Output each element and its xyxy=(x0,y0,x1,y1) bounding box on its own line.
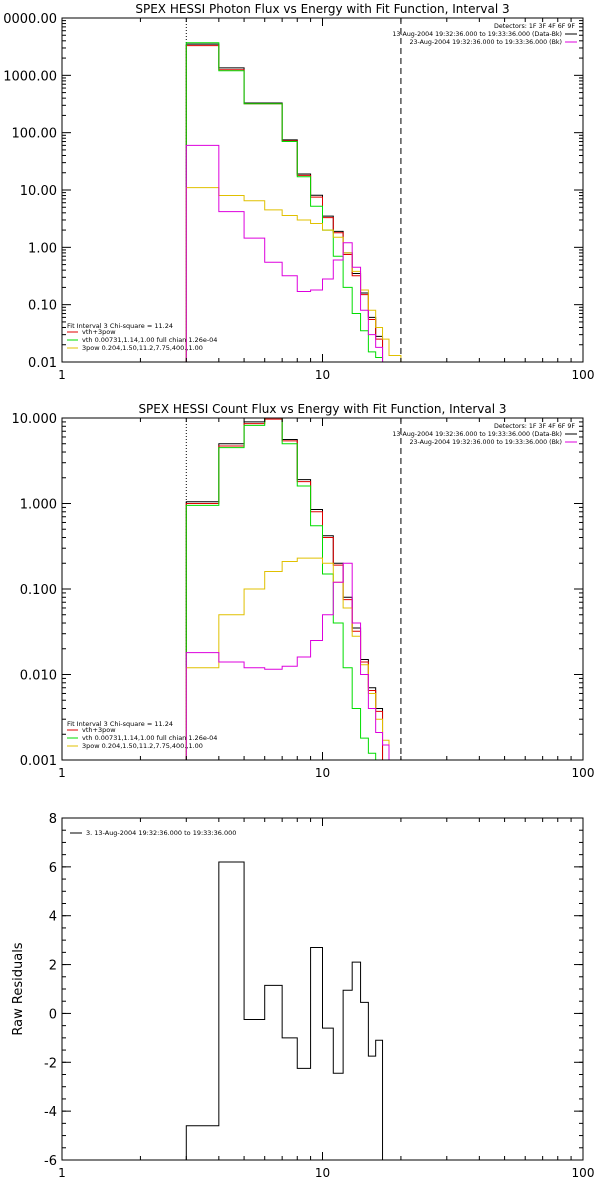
y-tick-label: 0.001 xyxy=(20,754,57,769)
series-3-line xyxy=(185,42,389,362)
x-tick-label: 1 xyxy=(58,1166,66,1180)
y-axis: 0.001 0.010 0.100 1.000 10.000 xyxy=(12,412,583,769)
legend-entry: 3. 13-Aug-2004 19:32:36.000 to 19:33:36.… xyxy=(86,829,236,837)
y-tick-label: 8 xyxy=(49,812,57,827)
legend-entry: vth+3pow xyxy=(82,328,116,336)
plot-area xyxy=(185,18,402,362)
x-tick-label: 100 xyxy=(572,766,595,780)
x-axis: 1 10 100 xyxy=(58,18,594,382)
plot-frame xyxy=(61,417,584,761)
chart-title: SPEX HESSI Photon Flux vs Energy with Fi… xyxy=(135,2,509,16)
y-tick-label: -2 xyxy=(44,1056,57,1071)
series-3-line xyxy=(185,418,377,760)
y-tick-label: -6 xyxy=(44,1154,57,1169)
legend-entry: 3pow 0.204,1.50,11.2,7.75,400.,1.00 xyxy=(82,742,203,750)
x-tick-label: 1 xyxy=(58,368,66,382)
chart-3: 1 10 100 -6 -4 -2 0 2 4 6 8 Raw Residuals 3. 13-Aug-… xyxy=(11,812,594,1180)
y-tick-label: 4 xyxy=(49,910,57,925)
series-5-line xyxy=(185,562,390,760)
chart-1: SPEX HESSI Photon Flux vs Energy with Fi… xyxy=(3,2,594,382)
x-axis: 1 10 100 xyxy=(58,418,594,780)
x-axis: 1 10 100 xyxy=(58,818,594,1180)
y-tick-label: 10.00 xyxy=(20,184,57,199)
y-axis-label: Raw Residuals xyxy=(11,942,26,1035)
x-tick-label: 100 xyxy=(572,1166,595,1180)
legend-entry: vth 0.00731,1.14,1.00 full chian 1.26e-0… xyxy=(82,734,217,742)
y-tick-label: 0.01 xyxy=(28,356,57,371)
legend-entry: vth 0.00731,1.14,1.00 full chian 1.26e-0… xyxy=(82,336,217,344)
y-tick-label: 6 xyxy=(49,861,57,876)
annotation-line: 23-Aug-2004 19:32:36.000 to 19:33:36.000… xyxy=(409,439,562,446)
y-tick-label: 0.100 xyxy=(20,583,57,598)
chart-title: SPEX HESSI Count Flux vs Energy with Fit… xyxy=(138,402,506,416)
y-tick-label: 10.000 xyxy=(12,412,58,427)
legend-title: Fit Interval 3 Chi-square = 11.24 xyxy=(67,322,173,330)
y-tick-label: 100.00 xyxy=(12,127,58,142)
plot-area xyxy=(185,418,402,760)
series-2-line xyxy=(185,45,384,362)
series-4-line xyxy=(185,187,402,362)
annotation-line: Detectors: 1F 3F 4F 6F 9F xyxy=(494,423,575,430)
legend-entry: 3pow 0.204,1.50,11.2,7.75,400.,1.00 xyxy=(82,344,203,352)
annotation-line: 13-Aug-2004 19:32:36.000 to 19:33:36.000… xyxy=(392,31,562,38)
series-4-line xyxy=(185,557,390,760)
legend: Fit Interval 3 Chi-square = 11.24vth+3po… xyxy=(67,720,217,750)
x-tick-label: 10 xyxy=(315,368,330,382)
legend: 3. 13-Aug-2004 19:32:36.000 to 19:33:36.… xyxy=(70,829,236,837)
annotation-line: 13-Aug-2004 19:32:36.000 to 19:33:36.000… xyxy=(392,431,562,438)
series-5-line xyxy=(185,144,389,362)
y-tick-label: 0.010 xyxy=(20,669,57,684)
y-tick-label: 1000.00 xyxy=(3,69,57,84)
legend-entry: vth+3pow xyxy=(82,726,116,734)
y-tick-label: 2 xyxy=(49,959,57,974)
y-tick-label: 1.000 xyxy=(20,498,57,513)
y-tick-label: 0000.00 xyxy=(3,12,57,27)
chart-2: SPEX HESSI Count Flux vs Energy with Fit… xyxy=(12,402,595,780)
y-tick-label: 0.10 xyxy=(28,299,57,314)
annotation-line: Detectors: 1F 3F 4F 6F 9F xyxy=(494,23,575,30)
y-tick-label: 0 xyxy=(49,1007,57,1022)
plot-area xyxy=(185,861,384,1160)
annotation-line: 23-Aug-2004 19:32:36.000 to 19:33:36.000… xyxy=(409,39,562,46)
x-tick-label: 1 xyxy=(58,766,66,780)
y-axis: -6 -4 -2 0 2 4 6 8 xyxy=(44,812,583,1169)
y-axis: 0.01 0.10 1.00 10.00 100.00 1000.00 0000.00 xyxy=(3,12,583,371)
legend: Fit Interval 3 Chi-square = 11.24vth+3po… xyxy=(67,322,217,352)
x-tick-label: 10 xyxy=(315,766,330,780)
x-tick-label: 10 xyxy=(315,1166,330,1180)
x-tick-label: 100 xyxy=(572,368,595,382)
plot-frame xyxy=(61,17,584,363)
y-tick-label: 1.00 xyxy=(28,241,57,256)
y-tick-label: -4 xyxy=(44,1105,57,1120)
series-1-line xyxy=(185,43,384,362)
legend-title: Fit Interval 3 Chi-square = 11.24 xyxy=(67,720,173,728)
series-1-line xyxy=(185,861,384,1160)
